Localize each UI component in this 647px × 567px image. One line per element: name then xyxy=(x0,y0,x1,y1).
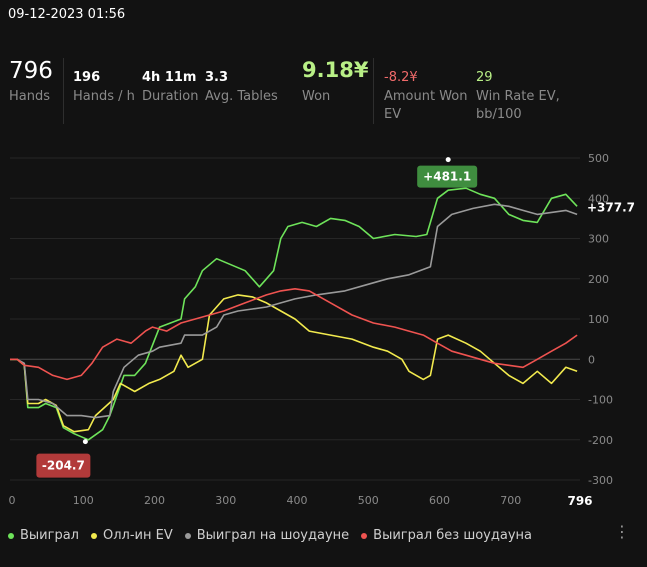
chart-legend: Выиграл Олл-ин EV Выиграл на шоудауне Вы… xyxy=(8,528,544,543)
x-end-label: 796 xyxy=(567,494,592,508)
legend-item-showdown[interactable]: Выиграл на шоудауне xyxy=(184,528,350,543)
legend-dot-icon xyxy=(184,532,191,539)
y-tick-label: -100 xyxy=(588,394,613,407)
kebab-menu-icon[interactable]: ⋮ xyxy=(614,522,630,541)
stat-duration-value: 4h 11m xyxy=(142,70,197,85)
stat-hands-value: 796 xyxy=(9,58,53,84)
stat-amount-won-ev-label: Amount Won EV xyxy=(384,89,468,122)
min-badge-label: -204.7 xyxy=(42,459,85,473)
stat-duration-label: Duration xyxy=(142,89,199,104)
stat-duration: 4h 11m Duration xyxy=(142,58,198,106)
series-line-2 xyxy=(10,203,578,419)
stat-win-rate-ev: 29 Win Rate EV, bb/100 xyxy=(476,58,571,124)
max-point-marker xyxy=(445,157,451,163)
x-tick-label: 600 xyxy=(429,494,450,507)
stat-hands: 796 Hands xyxy=(9,58,53,106)
legend-label: Выиграл xyxy=(20,528,79,543)
stat-win-rate-ev-label: Win Rate EV, bb/100 xyxy=(476,89,560,122)
stat-amount-won-ev-value: -8.2¥ xyxy=(384,70,418,85)
legend-label: Олл-ин EV xyxy=(103,528,173,543)
x-tick-label: 0 xyxy=(9,494,16,507)
stat-avg-tables: 3.3 Avg. Tables xyxy=(205,58,278,106)
stat-divider xyxy=(63,58,64,124)
end-value-label: +377.7 xyxy=(587,200,635,214)
y-tick-label: 500 xyxy=(588,152,609,165)
y-tick-label: 200 xyxy=(588,273,609,286)
y-tick-label: -200 xyxy=(588,434,613,447)
y-tick-label: 300 xyxy=(588,233,609,246)
session-datetime: 09-12-2023 01:56 xyxy=(8,7,126,22)
legend-item-won[interactable]: Выиграл xyxy=(8,528,79,543)
stat-avg-tables-value: 3.3 xyxy=(205,70,229,85)
y-tick-label: 400 xyxy=(588,192,609,205)
stat-won-value: 9.18¥ xyxy=(302,58,369,82)
x-tick-label: 300 xyxy=(215,494,236,507)
bankroll-line-chart[interactable]: 500 400 300 200 100 0 -100 -200 -300 0 100 200 300 40… xyxy=(0,140,647,515)
legend-dot-icon xyxy=(361,532,368,539)
legend-item-allin-ev[interactable]: Олл-ин EV xyxy=(91,528,173,543)
stat-avg-tables-label: Avg. Tables xyxy=(205,89,278,104)
stat-win-rate-ev-value: 29 xyxy=(476,70,493,85)
legend-label: Выиграл без шоудауна xyxy=(373,528,532,543)
y-tick-label: 100 xyxy=(588,313,609,326)
max-badge-label: +481.1 xyxy=(423,170,471,184)
stat-hands-per-hour-value: 196 xyxy=(73,70,101,85)
y-tick-label: 0 xyxy=(588,353,595,366)
x-tick-label: 200 xyxy=(144,494,165,507)
y-tick-label: -300 xyxy=(588,474,613,487)
stat-hands-per-hour: 196 Hands / h xyxy=(73,58,135,106)
stat-hands-per-hour-label: Hands / h xyxy=(73,89,135,104)
legend-item-non-showdown[interactable]: Выиграл без шоудауна xyxy=(361,528,532,543)
series-line-3 xyxy=(10,288,578,381)
min-badge xyxy=(36,453,91,478)
stat-amount-won-ev: -8.2¥ Amount Won EV xyxy=(384,58,469,124)
stat-won-label: Won xyxy=(302,89,331,104)
max-badge xyxy=(417,165,478,188)
stat-divider xyxy=(373,58,374,124)
legend-dot-icon xyxy=(91,532,97,539)
legend-label: Выиграл на шоудауне xyxy=(196,528,350,543)
x-tick-label: 500 xyxy=(358,494,379,507)
series-line-1 xyxy=(10,294,578,433)
legend-dot-icon xyxy=(8,532,14,539)
series-line-0 xyxy=(10,187,578,441)
min-point-marker xyxy=(82,439,88,445)
stat-won: 9.18¥ Won xyxy=(302,58,368,106)
x-tick-label: 100 xyxy=(73,494,94,507)
stat-hands-label: Hands xyxy=(9,89,51,104)
x-tick-label: 400 xyxy=(287,494,308,507)
x-tick-label: 700 xyxy=(500,494,521,507)
